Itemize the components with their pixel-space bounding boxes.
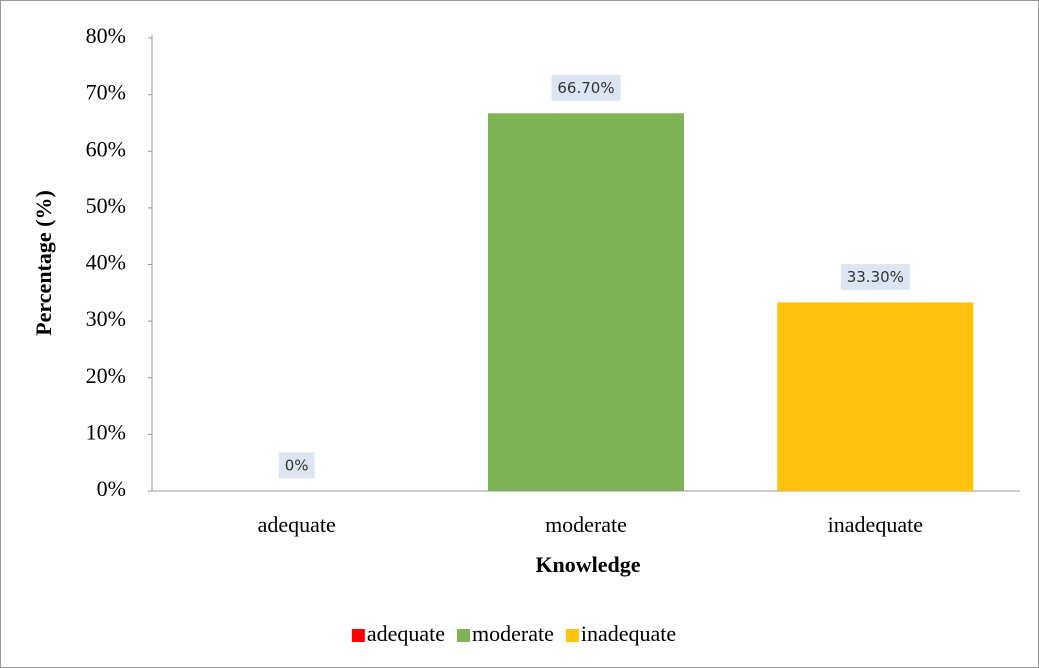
bar <box>488 113 684 491</box>
data-label: 0% <box>285 457 309 475</box>
data-label: 33.30% <box>847 268 904 286</box>
x-axis-title: Knowledge <box>535 552 640 577</box>
y-tick-label: 20% <box>86 363 126 388</box>
legend-swatch <box>351 629 365 642</box>
y-tick-label: 60% <box>86 136 126 161</box>
y-tick-label: 70% <box>86 80 126 105</box>
x-tick-label: adequate <box>258 512 336 537</box>
legend-label: inadequate <box>581 621 676 646</box>
data-label: 66.70% <box>557 79 614 97</box>
x-tick-label: inadequate <box>828 512 923 537</box>
x-tick-label: moderate <box>545 512 627 537</box>
legend-swatch <box>565 629 579 642</box>
data-label-bg <box>551 74 621 101</box>
y-tick-label: 0% <box>97 476 126 501</box>
bar <box>777 302 974 491</box>
legend-label: moderate <box>472 621 554 646</box>
y-tick-label: 30% <box>86 306 126 331</box>
y-tick-label: 80% <box>86 23 126 48</box>
y-tick-label: 40% <box>86 250 126 275</box>
data-label-bg <box>278 452 315 479</box>
legend-swatch <box>457 629 471 642</box>
y-tick-label: 50% <box>86 193 126 218</box>
y-axis-title: Percentage (%) <box>31 190 56 336</box>
legend-label: adequate <box>367 621 445 646</box>
y-tick-label: 10% <box>86 419 126 444</box>
data-label-bg <box>840 263 910 290</box>
